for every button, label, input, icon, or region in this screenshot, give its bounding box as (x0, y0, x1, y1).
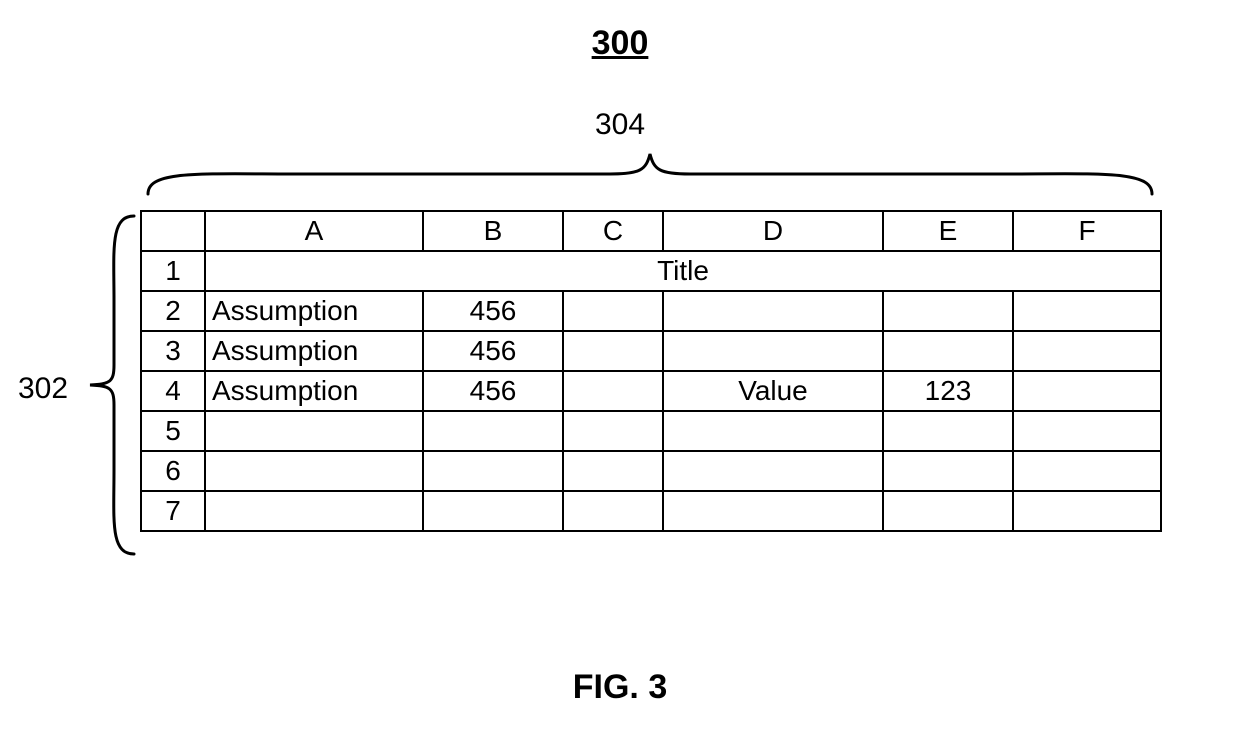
table-row: 2Assumption456 (141, 291, 1161, 331)
cell (663, 491, 883, 531)
cell (883, 411, 1013, 451)
brace-top-icon (140, 150, 1160, 198)
row-header: 1 (141, 251, 205, 291)
cell (423, 411, 563, 451)
cell (205, 491, 423, 531)
cell (205, 451, 423, 491)
cell (423, 491, 563, 531)
cell (883, 491, 1013, 531)
spreadsheet-table: ABCDEF 1Title2Assumption4563Assumption45… (140, 210, 1162, 532)
cell (1013, 291, 1161, 331)
figure-number: 300 (0, 24, 1240, 63)
brace-left-icon (84, 210, 138, 560)
cell (883, 451, 1013, 491)
table-row: 6 (141, 451, 1161, 491)
cell: 456 (423, 371, 563, 411)
column-header-row: ABCDEF (141, 211, 1161, 251)
cell: Assumption (205, 331, 423, 371)
row-header: 3 (141, 331, 205, 371)
cell (663, 451, 883, 491)
table-row: 5 (141, 411, 1161, 451)
callout-label-top: 304 (0, 108, 1240, 142)
table-row: 7 (141, 491, 1161, 531)
figure-caption: FIG. 3 (0, 668, 1240, 707)
cell (563, 451, 663, 491)
table-row: 3Assumption456 (141, 331, 1161, 371)
cell (563, 411, 663, 451)
cell: Title (205, 251, 1161, 291)
cell (663, 331, 883, 371)
cell (883, 331, 1013, 371)
cell (1013, 331, 1161, 371)
column-header: B (423, 211, 563, 251)
cell (1013, 491, 1161, 531)
cell: 456 (423, 331, 563, 371)
row-header: 6 (141, 451, 205, 491)
column-header: D (663, 211, 883, 251)
row-header: 2 (141, 291, 205, 331)
column-header: F (1013, 211, 1161, 251)
corner-cell (141, 211, 205, 251)
column-header: C (563, 211, 663, 251)
row-header: 5 (141, 411, 205, 451)
cell: Assumption (205, 291, 423, 331)
cell (563, 331, 663, 371)
cell: 456 (423, 291, 563, 331)
row-header: 7 (141, 491, 205, 531)
table-row: 4Assumption456 Value123 (141, 371, 1161, 411)
column-header: E (883, 211, 1013, 251)
table-body: 1Title2Assumption4563Assumption4564Assum… (141, 251, 1161, 531)
cell (423, 451, 563, 491)
cell (563, 371, 663, 411)
cell (1013, 451, 1161, 491)
cell (663, 411, 883, 451)
callout-label-left: 302 (18, 372, 68, 406)
row-header: 4 (141, 371, 205, 411)
spreadsheet-grid: ABCDEF 1Title2Assumption4563Assumption45… (140, 210, 1162, 532)
cell (205, 411, 423, 451)
cell: Value (663, 371, 883, 411)
cell (563, 291, 663, 331)
table-row: 1Title (141, 251, 1161, 291)
cell (1013, 411, 1161, 451)
cell (663, 291, 883, 331)
cell: 123 (883, 371, 1013, 411)
column-header: A (205, 211, 423, 251)
cell (1013, 371, 1161, 411)
cell (563, 491, 663, 531)
cell: Assumption (205, 371, 423, 411)
cell (883, 291, 1013, 331)
